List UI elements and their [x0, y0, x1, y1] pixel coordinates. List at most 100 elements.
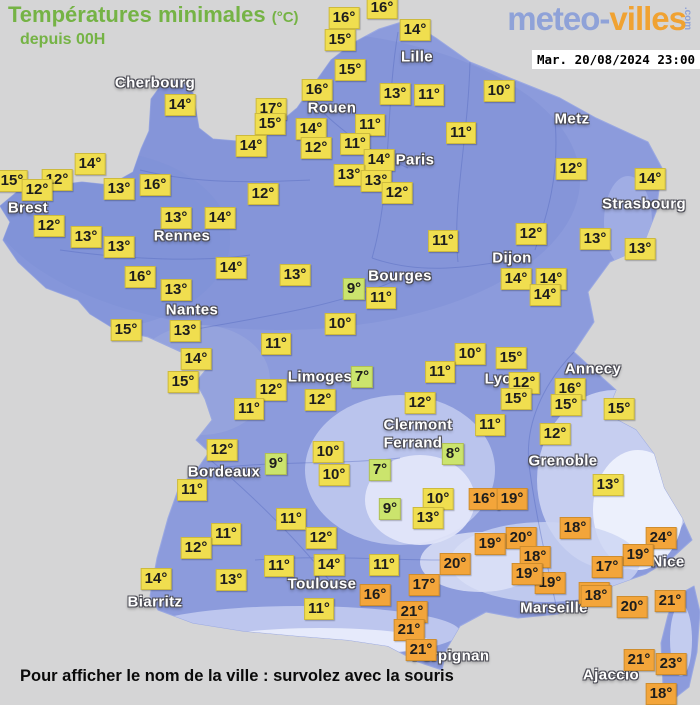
temp-label[interactable]: 12° [404, 392, 436, 414]
temp-label[interactable]: 14° [634, 168, 666, 190]
temp-label[interactable]: 18° [519, 546, 551, 568]
temp-label[interactable]: 13° [624, 238, 656, 260]
temp-label[interactable]: 15° [495, 347, 527, 369]
temp-label[interactable]: 14° [313, 554, 345, 576]
temp-label[interactable]: 13° [379, 83, 411, 105]
temp-label[interactable]: 11° [177, 479, 207, 501]
temp-label[interactable]: 7° [350, 366, 374, 388]
temp-label[interactable]: 12° [206, 439, 238, 461]
temp-label[interactable]: 15° [500, 388, 532, 410]
temp-label[interactable]: 24° [645, 527, 677, 549]
temp-label[interactable]: 18° [645, 683, 677, 705]
temp-label[interactable]: 12° [381, 182, 413, 204]
temp-label[interactable]: 16° [124, 266, 156, 288]
temp-label[interactable]: 9° [264, 453, 288, 475]
temp-label[interactable]: 12° [515, 223, 547, 245]
temp-label[interactable]: 15° [603, 398, 635, 420]
temp-label[interactable]: 21° [623, 649, 655, 671]
temp-label[interactable]: 11° [261, 333, 291, 355]
temp-label[interactable]: 19° [511, 563, 543, 585]
temp-label[interactable]: 18° [559, 517, 591, 539]
temp-label[interactable]: 13° [160, 279, 192, 301]
temp-label[interactable]: 14° [363, 149, 395, 171]
temp-label[interactable]: 14° [74, 153, 106, 175]
temp-label[interactable]: 21° [654, 590, 686, 612]
temp-label[interactable]: 11° [369, 554, 399, 576]
temp-label[interactable]: 16° [468, 488, 500, 510]
temp-label[interactable]: 17° [408, 574, 440, 596]
temp-label[interactable]: 14° [529, 284, 561, 306]
temp-label[interactable]: 19° [496, 488, 528, 510]
temp-label[interactable]: 10° [454, 343, 486, 365]
temp-label[interactable]: 11° [355, 114, 385, 136]
temp-label[interactable]: 9° [378, 498, 402, 520]
temp-label[interactable]: 13° [333, 164, 365, 186]
temp-label[interactable]: 19° [622, 544, 654, 566]
temp-label[interactable]: 13° [592, 474, 624, 496]
temp-label[interactable]: 13° [215, 569, 247, 591]
temp-label[interactable]: 21° [405, 639, 437, 661]
temp-label[interactable]: 10° [422, 488, 454, 510]
temp-label[interactable]: 16° [359, 584, 391, 606]
temp-label[interactable]: 12° [539, 423, 571, 445]
temp-label[interactable]: 10° [318, 464, 350, 486]
temp-label[interactable]: 13° [70, 226, 102, 248]
temp-label[interactable]: 16° [301, 79, 333, 101]
temp-label[interactable]: 11° [340, 133, 370, 155]
meteo-villes-logo[interactable]: meteo-villes .com [507, 0, 693, 38]
temp-label[interactable]: 12° [304, 389, 336, 411]
temp-label[interactable]: 13° [103, 178, 135, 200]
temp-label[interactable]: 15° [334, 59, 366, 81]
temp-label[interactable]: 14° [215, 257, 247, 279]
temp-label[interactable]: 13° [169, 320, 201, 342]
temp-label[interactable]: 7° [368, 459, 392, 481]
temp-label[interactable]: 13° [103, 236, 135, 258]
temp-label[interactable]: 14° [164, 94, 196, 116]
temp-label[interactable]: 11° [276, 508, 306, 530]
temp-label[interactable]: 12° [180, 537, 212, 559]
temp-label[interactable]: 10° [312, 441, 344, 463]
temp-label[interactable]: 14° [235, 135, 267, 157]
temp-label[interactable]: 11° [414, 84, 444, 106]
temp-label[interactable]: 16° [139, 174, 171, 196]
temp-label[interactable]: 11° [234, 398, 264, 420]
temp-label[interactable]: 19° [474, 533, 506, 555]
temp-label[interactable]: 13° [160, 207, 192, 229]
temp-label[interactable]: 10° [324, 313, 356, 335]
temp-label[interactable]: 11° [211, 523, 241, 545]
temp-label[interactable]: 15° [110, 319, 142, 341]
temp-label[interactable]: 13° [579, 228, 611, 250]
temp-label[interactable]: 20° [616, 596, 648, 618]
temp-label[interactable]: 12° [305, 527, 337, 549]
temp-label[interactable]: 14° [500, 268, 532, 290]
temp-label[interactable]: 11° [264, 555, 294, 577]
temp-label[interactable]: 16° [328, 7, 360, 29]
temp-label[interactable]: 15° [254, 113, 286, 135]
temp-label[interactable]: 11° [475, 414, 505, 436]
temp-label[interactable]: 13° [412, 507, 444, 529]
temp-label[interactable]: 11° [446, 122, 476, 144]
temp-label[interactable]: 11° [304, 598, 334, 620]
temp-label[interactable]: 10° [483, 80, 515, 102]
temp-label[interactable]: 20° [439, 553, 471, 575]
temp-label[interactable]: 15° [550, 394, 582, 416]
temp-label[interactable]: 11° [428, 230, 458, 252]
temp-label[interactable]: 14° [399, 19, 431, 41]
temp-label[interactable]: 15° [324, 29, 356, 51]
temp-label[interactable]: 8° [441, 443, 465, 465]
temp-label[interactable]: 11° [366, 287, 396, 309]
temp-label[interactable]: 12° [21, 179, 53, 201]
temp-label[interactable]: 13° [279, 264, 311, 286]
temp-label[interactable]: 17° [591, 556, 623, 578]
temp-label[interactable]: 16° [366, 0, 398, 19]
temp-label[interactable]: 23° [655, 653, 687, 675]
temp-label[interactable]: 12° [33, 215, 65, 237]
temp-label[interactable]: 14° [140, 568, 172, 590]
temp-label[interactable]: 11° [425, 361, 455, 383]
temp-label[interactable]: 18° [580, 585, 612, 607]
temp-label[interactable]: 21° [393, 619, 425, 641]
temp-label[interactable]: 14° [180, 348, 212, 370]
temp-label[interactable]: 12° [247, 183, 279, 205]
temp-label[interactable]: 9° [342, 278, 366, 300]
temp-label[interactable]: 14° [204, 207, 236, 229]
